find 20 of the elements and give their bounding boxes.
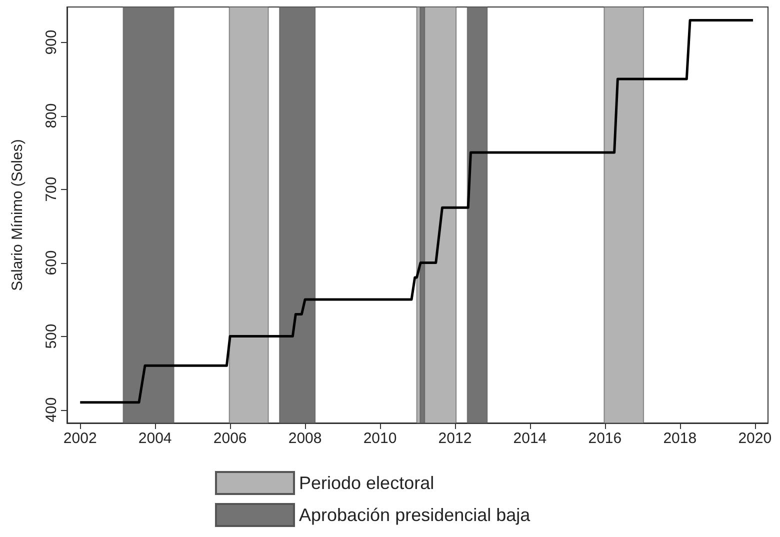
- legend-label: Periodo electoral: [299, 473, 434, 493]
- x-tick-label: 2012: [438, 430, 472, 447]
- line-series: [78, 18, 754, 404]
- y-tick-label: 900: [43, 30, 60, 55]
- x-tick-label: 2006: [213, 430, 247, 447]
- y-tick-label: 800: [43, 103, 60, 128]
- x-tick-label: 2002: [63, 430, 97, 447]
- x-tick-label: 2010: [363, 430, 397, 447]
- y-tick-label: 700: [43, 176, 60, 202]
- x-tick-label: 2020: [738, 430, 772, 447]
- x-tick-label: 2004: [138, 430, 172, 447]
- y-tick-label: 500: [43, 324, 60, 349]
- x-tick-label: 2016: [588, 430, 622, 447]
- x-tick-label: 2008: [288, 430, 322, 447]
- x-tick-label: 2018: [663, 430, 697, 447]
- x-tick-label: 2014: [513, 430, 547, 447]
- y-tick-label: 400: [43, 397, 60, 422]
- legend-label: Aprobación presidencial baja: [299, 505, 532, 525]
- y-tick-label: 600: [43, 250, 60, 276]
- y-axis-title: Salario Mínimo (Soles): [9, 139, 26, 291]
